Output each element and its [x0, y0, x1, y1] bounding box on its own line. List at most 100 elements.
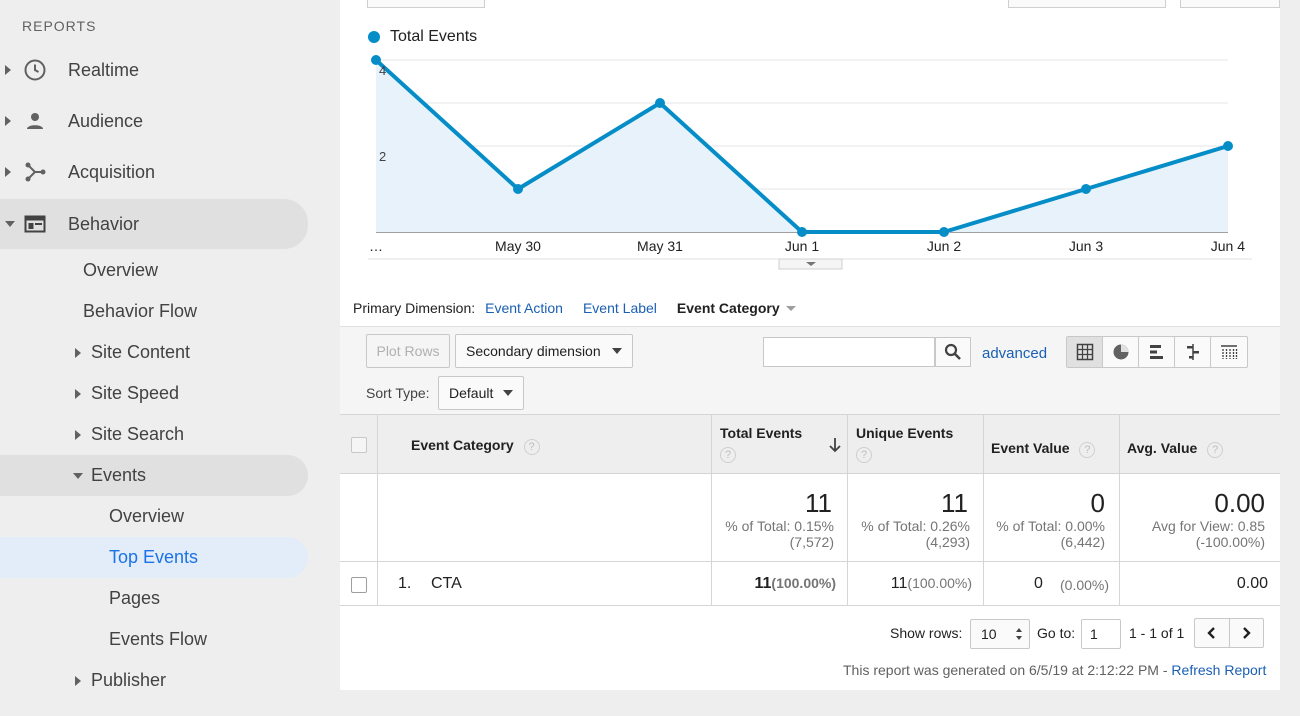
row-unique-events-value: 11: [890, 575, 908, 592]
dimension-event-action[interactable]: Event Action: [485, 300, 563, 316]
header-event-value[interactable]: Event Value ?: [991, 440, 1096, 458]
sidebar-item-behavior[interactable]: Behavior: [0, 204, 300, 244]
chevron-right-icon: [1243, 627, 1251, 639]
behavior-highlight: [0, 199, 308, 249]
data-point[interactable]: [1223, 141, 1233, 151]
caret-right-icon: [5, 65, 11, 75]
site-speed-link[interactable]: Site Speed: [91, 383, 180, 403]
header-event-category[interactable]: Event Category ?: [411, 437, 540, 455]
event-value-pct: % of Total: 0.00%: [996, 518, 1105, 534]
row-index: 1.: [398, 575, 412, 592]
table-view-button[interactable]: [1067, 337, 1103, 367]
table-search-input[interactable]: [763, 337, 935, 367]
secondary-dimension-label: Secondary dimension: [466, 343, 601, 359]
dimension-event-category[interactable]: Event Category: [676, 300, 780, 316]
x-tick-label: Jun 4: [1211, 238, 1245, 254]
data-point[interactable]: [371, 55, 381, 65]
top-toggle-group[interactable]: [1008, 0, 1166, 8]
pie-view-button[interactable]: [1103, 337, 1139, 367]
go-to-input[interactable]: 1: [1081, 619, 1121, 649]
sidebar-item-acquisition[interactable]: Acquisition: [0, 152, 300, 192]
header-total-events[interactable]: Total Events ?: [720, 425, 802, 463]
row-event-value-pct: (0.00%): [1060, 577, 1110, 593]
behavior-flow-link[interactable]: Behavior Flow: [83, 301, 198, 321]
x-tick-label: …: [369, 238, 383, 254]
header-avg-value[interactable]: Avg. Value ?: [1127, 440, 1224, 458]
data-point[interactable]: [513, 184, 523, 194]
row-total-events-pct: (100.00%): [771, 575, 836, 591]
reports-section-title: REPORTS: [22, 18, 97, 34]
x-tick-label: May 30: [495, 238, 541, 254]
data-point[interactable]: [1081, 184, 1091, 194]
header-label: Total Events: [720, 425, 803, 441]
unique-events-total: 11: [941, 488, 968, 518]
behavior-overview-link[interactable]: Overview: [83, 260, 159, 280]
show-rows-select[interactable]: 10: [970, 619, 1030, 649]
advanced-filter-link[interactable]: advanced: [982, 345, 1048, 362]
row-total-events: 11(100.00%): [754, 575, 836, 593]
publisher-link[interactable]: Publisher: [91, 670, 167, 690]
caret-right-icon: [75, 389, 81, 399]
header-unique-events[interactable]: Unique Events ?: [856, 425, 953, 463]
help-icon[interactable]: ?: [720, 447, 736, 463]
top-events-link[interactable]: Top Events: [109, 547, 199, 567]
series-area: [376, 60, 1228, 232]
primary-dimension-bar: Primary Dimension: Event Action Event La…: [353, 300, 796, 316]
search-button[interactable]: [935, 337, 971, 367]
top-control-button[interactable]: [1180, 0, 1280, 8]
data-point[interactable]: [939, 227, 949, 237]
site-search-link[interactable]: Site Search: [91, 424, 185, 444]
help-icon[interactable]: ?: [856, 447, 872, 463]
row-event-category-link[interactable]: CTA: [431, 575, 462, 592]
help-icon[interactable]: ?: [1207, 442, 1224, 458]
site-content-link[interactable]: Site Content: [91, 342, 191, 362]
show-rows-label: Show rows:: [890, 625, 963, 641]
select-all-checkbox[interactable]: [351, 437, 367, 453]
caret-down-icon: [73, 473, 83, 479]
table-header: Event Category ? Total Events ? Unique E…: [340, 414, 1280, 474]
top-control-button[interactable]: [367, 0, 485, 8]
help-icon[interactable]: ?: [1079, 442, 1096, 458]
sidebar-item-audience[interactable]: Audience: [0, 101, 300, 141]
header-label: Event Value: [991, 440, 1070, 456]
pages-link[interactable]: Pages: [109, 588, 161, 608]
plot-rows-button[interactable]: Plot Rows: [366, 334, 450, 368]
sidebar-item-realtime[interactable]: Realtime: [0, 50, 300, 90]
performance-view-button[interactable]: [1139, 337, 1175, 367]
row-total-events-value: 11: [754, 575, 772, 592]
show-rows-value: 10: [981, 626, 997, 642]
data-point[interactable]: [655, 98, 665, 108]
events-link[interactable]: Events: [91, 465, 147, 485]
x-tick-label: May 31: [637, 238, 683, 254]
refresh-report-link[interactable]: Refresh Report: [1171, 662, 1267, 678]
total-events-base: (7,572): [789, 534, 834, 550]
next-page-button[interactable]: [1230, 619, 1264, 647]
report-panel: Total Events 4 2 … May 30 May 31 Jun 1 Jun 2 J…: [340, 0, 1280, 690]
unique-events-pct: % of Total: 0.26%: [861, 518, 970, 534]
row-checkbox[interactable]: [351, 577, 367, 593]
pivot-view-button[interactable]: [1211, 337, 1247, 367]
previous-page-button[interactable]: [1195, 619, 1230, 647]
secondary-dimension-dropdown[interactable]: Secondary dimension: [455, 334, 633, 368]
events-overview-link[interactable]: Overview: [109, 506, 185, 526]
data-point[interactable]: [797, 227, 807, 237]
primary-dimension-label: Primary Dimension:: [353, 300, 476, 316]
sidebar-item-label: Acquisition: [68, 161, 156, 182]
comparison-view-button[interactable]: [1175, 337, 1211, 367]
legend-dot: [368, 31, 380, 43]
events-flow-link[interactable]: Events Flow: [109, 629, 208, 649]
events-line-chart: 4 2 … May 30 May 31 Jun 1 Jun 2 Jun 3 Jun 4: [368, 55, 1252, 270]
dimension-event-label[interactable]: Event Label: [582, 300, 657, 316]
totals-row: 11 % of Total: 0.15% (7,572) 11 % of Tot…: [340, 474, 1280, 562]
chart-legend: Total Events: [368, 28, 477, 46]
caret-right-icon: [5, 116, 11, 126]
sort-type-dropdown[interactable]: Default: [438, 376, 524, 410]
caret-down-icon: [5, 221, 15, 227]
help-icon[interactable]: ?: [523, 439, 540, 455]
page-range: 1 - 1 of 1: [1129, 625, 1185, 641]
avg-value-total: 0.00: [1214, 488, 1265, 518]
sidebar: REPORTS Realtime Audience Acquisition Be…: [0, 0, 340, 716]
event-value-total: 0: [1090, 488, 1105, 518]
events-highlight: [0, 455, 308, 496]
generated-text: This report was generated on 6/5/19 at 2…: [843, 662, 1172, 678]
